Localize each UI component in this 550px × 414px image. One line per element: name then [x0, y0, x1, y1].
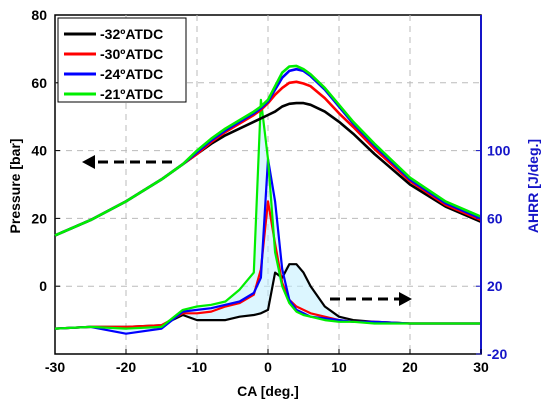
arrow-left-pressure — [82, 155, 172, 169]
y-left-axis-label: Pressure [bar] — [7, 139, 23, 234]
y-left-tick-label: 40 — [31, 143, 47, 159]
y-right-tick-label: 20 — [487, 278, 503, 294]
series-lines — [54, 64, 482, 335]
x-tick-label: -30 — [45, 359, 65, 375]
y-right-tick-label: 100 — [487, 143, 511, 159]
legend: -32ºATDC -30ºATDC -24ºATDC -21ºATDC — [57, 17, 187, 103]
y-left-tick-label: 80 — [31, 7, 47, 23]
legend-label: -30ºATDC — [100, 46, 163, 62]
y-left-tick-label: 0 — [39, 278, 47, 294]
x-tick-label: -10 — [187, 359, 207, 375]
ahrr-band-area — [55, 99, 481, 334]
legend-label: -32ºATDC — [100, 26, 163, 42]
legend-box — [57, 17, 187, 103]
ahrr-band — [55, 99, 481, 334]
y-right-tick-label: -20 — [487, 346, 507, 362]
y-left-tick-label: 60 — [31, 75, 47, 91]
x-axis-label: CA [deg.] — [237, 383, 299, 399]
x-tick-label: 20 — [402, 359, 418, 375]
ahrr-line — [54, 263, 481, 330]
pressure-line — [54, 64, 482, 237]
x-tick-label: 30 — [473, 359, 489, 375]
y-right-tick-label: 60 — [487, 210, 503, 226]
x-tick-label: -20 — [116, 359, 136, 375]
legend-label: -21ºATDC — [100, 86, 163, 102]
y-right-axis-label: AHRR [J/deg.] — [525, 139, 541, 233]
y-left-tick-label: 20 — [31, 210, 47, 226]
arrow-left-head — [82, 155, 95, 169]
arrow-right-head — [399, 292, 412, 306]
legend-label: -24ºATDC — [100, 66, 163, 82]
arrow-right-ahrr — [330, 292, 412, 306]
x-tick-label: 10 — [331, 359, 347, 375]
tick-labels: -30 -20 -10 0 10 20 30 0 20 40 60 80 -20 20 60 100 — [31, 7, 510, 375]
x-tick-label: 0 — [264, 359, 272, 375]
ahrr-line — [54, 98, 481, 330]
